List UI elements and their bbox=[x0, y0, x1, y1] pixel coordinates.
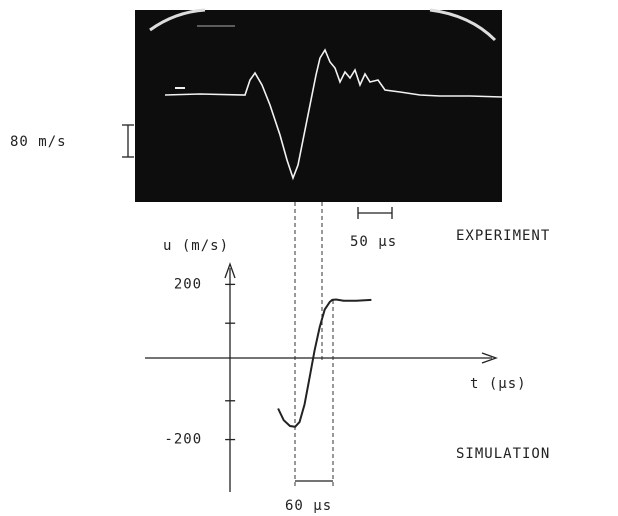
simulation-curve bbox=[278, 300, 371, 427]
experiment-label: EXPERIMENT bbox=[456, 228, 550, 244]
x-axis-label: t (µs) bbox=[470, 376, 527, 392]
oscilloscope-photo bbox=[135, 10, 502, 202]
y-tick-label: -200 bbox=[164, 432, 202, 448]
chart-title: SIMULATION bbox=[456, 446, 550, 462]
time-bar-label: 50 µs bbox=[350, 234, 397, 250]
scale-bar-label: 80 m/s bbox=[10, 134, 67, 150]
photo-background bbox=[135, 10, 502, 202]
figure: 80 m/s 50 µs EXPERIMENT 60 µs u (m/s) t … bbox=[0, 0, 618, 516]
duration-label: 60 µs bbox=[285, 498, 332, 514]
y-tick-label: 200 bbox=[174, 276, 202, 292]
y-axis-label: u (m/s) bbox=[163, 238, 229, 254]
